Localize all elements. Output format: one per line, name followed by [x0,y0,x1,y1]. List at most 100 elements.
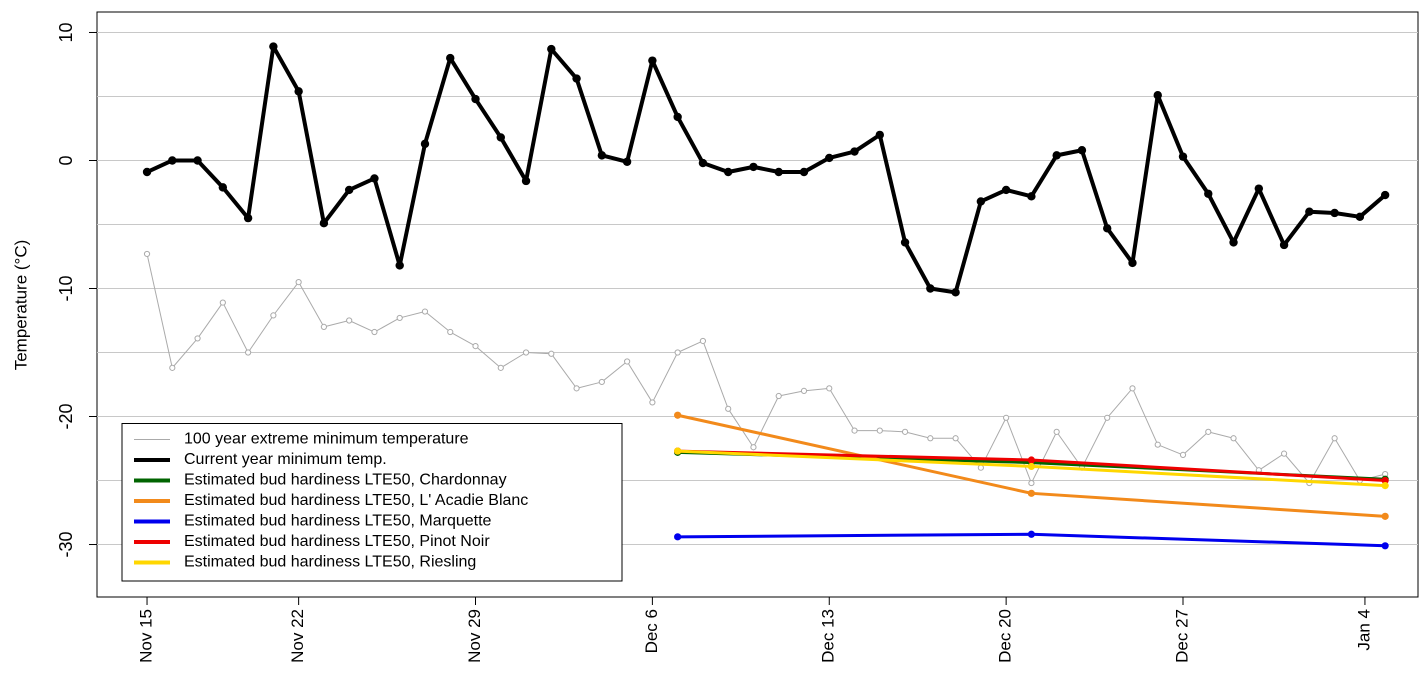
data-point [926,284,935,293]
legend-box [121,423,623,582]
data-point [1254,184,1264,193]
data-point [725,405,732,412]
data-point [649,399,656,406]
data-point [597,151,607,160]
data-point [774,167,783,177]
data-point [1027,462,1036,471]
data-point [674,349,681,356]
data-point [723,167,733,177]
data-point [1001,185,1011,195]
y-axis-label: Temperature (°C) [11,240,30,371]
data-point [1154,441,1161,448]
y-tick-label: 0 [56,155,76,165]
data-point [344,185,354,195]
data-point [1103,224,1112,233]
data-point [624,358,631,365]
data-point [1027,456,1036,464]
data-point [775,392,782,400]
data-point [547,44,556,54]
data-point [1331,435,1338,442]
data-point [1129,385,1136,392]
legend-label: Current year minimum temp. [184,451,387,468]
data-point [927,435,934,442]
data-point [472,343,479,350]
data-point [825,153,834,163]
data-point [522,349,530,356]
data-point [573,385,580,392]
series-line [146,44,1387,295]
data-point [1027,530,1036,538]
data-point [143,250,151,258]
data-point [218,183,228,192]
data-point [900,238,910,247]
data-point [1229,238,1238,247]
data-point [521,176,531,186]
data-point [1280,450,1288,457]
data-point [674,411,682,419]
x-tick-label: Nov 29 [465,609,484,663]
data-point [421,308,429,315]
legend-label: Estimated bud hardiness LTE50, Pinot Noi… [184,533,490,550]
data-point [1305,207,1314,216]
data-point [548,350,555,357]
data-point [698,158,708,168]
data-point [168,156,177,165]
data-point [1205,428,1212,435]
x-tick-label: Dec 20 [996,609,1015,663]
data-point [977,464,984,471]
data-point [446,53,455,63]
data-point [951,288,960,297]
data-point [1128,258,1137,268]
legend-label: 100 year extreme minimum temperature [184,431,469,448]
data-point [1179,451,1187,459]
legend-label: Estimated bud hardiness LTE50, L' Acadie… [184,492,528,509]
data-point [169,364,176,371]
data-point [1104,414,1111,421]
data-point [447,328,454,336]
data-point [800,387,808,395]
data-point [952,435,959,442]
data-point [243,213,253,223]
data-point [497,364,504,371]
data-point [1381,512,1389,520]
data-point [875,130,884,140]
data-point [750,444,757,451]
x-tick-label: Dec 27 [1172,609,1191,663]
plot-frame [96,11,1419,598]
data-point [648,56,657,65]
data-point [1279,240,1289,250]
data-point [674,447,682,455]
data-point [1380,190,1390,200]
x-tick-label: Nov 22 [288,609,307,663]
data-point [622,157,632,166]
y-tick-label: -10 [56,275,76,301]
data-point [850,147,859,156]
data-point [1230,435,1237,442]
legend-label: Estimated bud hardiness LTE50, Chardonna… [184,472,507,489]
x-tick-label: Nov 15 [137,609,156,663]
data-point [1153,91,1162,100]
data-point [194,335,201,342]
data-point [699,337,707,345]
data-point [1178,152,1188,161]
data-point [193,156,202,165]
data-point [598,378,605,386]
data-point [876,427,883,434]
series-line [146,253,1386,484]
data-point [1027,192,1036,201]
y-tick-label: 10 [56,22,76,42]
data-point [1028,479,1035,487]
data-point [1053,428,1060,435]
y-tick-label: -20 [56,403,76,429]
data-point [270,312,277,319]
data-point [851,427,858,434]
data-point [371,328,378,336]
data-point [749,162,758,172]
data-point [1077,146,1087,155]
data-point [295,278,302,286]
data-point [319,219,329,228]
data-point [1355,212,1365,222]
data-point [420,139,430,149]
legend-label: Estimated bud hardiness LTE50, Riesling [184,554,476,571]
